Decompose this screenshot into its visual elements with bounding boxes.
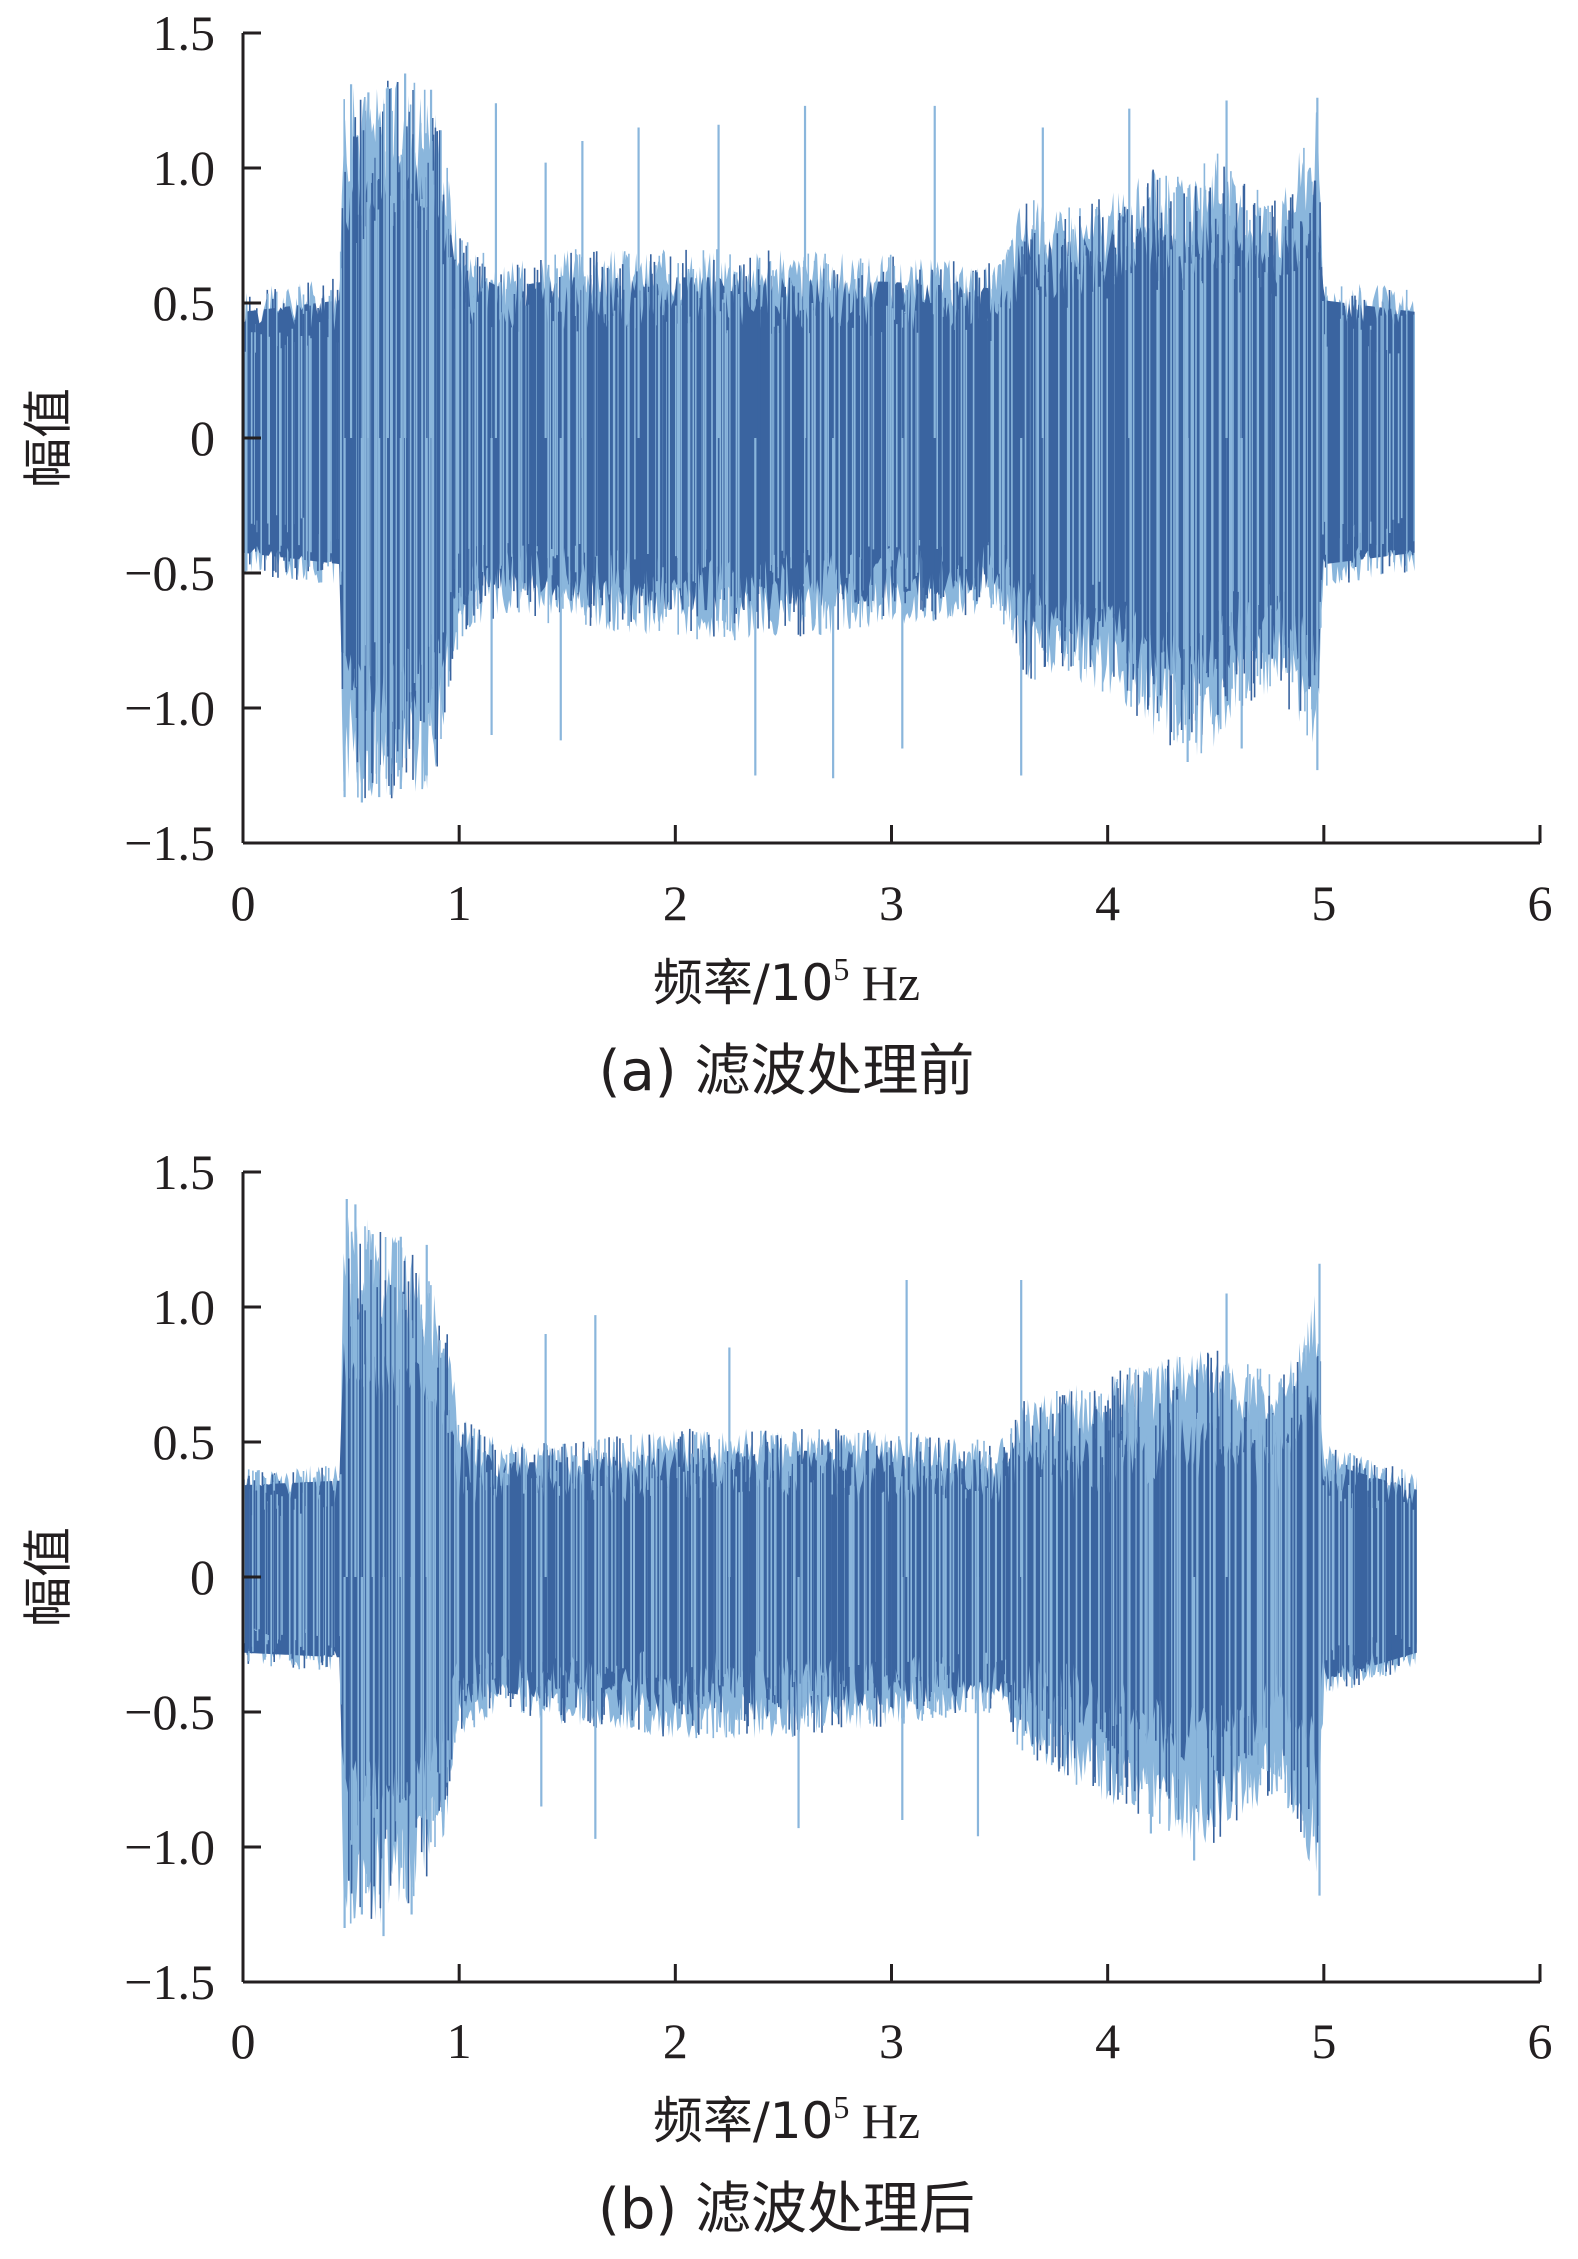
- x-axis-title-exponent: 5: [833, 951, 849, 987]
- y-tick-label: 0.5: [153, 275, 216, 331]
- y-axis-title: 幅值: [20, 388, 78, 488]
- x-tick-label: 0: [231, 2013, 256, 2069]
- x-tick-label: 1: [447, 875, 472, 931]
- x-tick-label: 2: [663, 875, 688, 931]
- x-tick-label: 2: [663, 2013, 688, 2069]
- y-tick-label: −1.0: [124, 1819, 215, 1875]
- y-tick-label: −1.5: [124, 1954, 215, 2010]
- y-tick-label: 0: [190, 410, 215, 466]
- x-axis-title-unit: Hz: [849, 955, 920, 1011]
- signal-series: [243, 1199, 1417, 1937]
- x-tick-label: 4: [1095, 2013, 1120, 2069]
- x-axis-title-unit: Hz: [849, 2093, 920, 2149]
- chart-caption-a: (a) 滤波处理前: [599, 1039, 975, 1104]
- x-axis-title-main: 频率/10: [653, 954, 833, 1012]
- x-axis-title: 频率/105 Hz: [653, 2089, 920, 2150]
- x-tick-label: 0: [231, 875, 256, 931]
- x-tick-label: 5: [1311, 2013, 1336, 2069]
- signal-core: [243, 1337, 1417, 1807]
- y-tick-label: 1.5: [153, 1144, 216, 1200]
- x-axis-ticks: 0 1 2 3 4 5 6: [231, 1964, 1553, 2069]
- x-axis-ticks: 0 1 2 3 4 5 6: [231, 825, 1553, 931]
- y-tick-label: −1.5: [124, 815, 215, 871]
- signal-series: [243, 73, 1415, 803]
- x-axis-title-main: 频率/10: [653, 2092, 833, 2150]
- x-tick-label: 6: [1528, 875, 1553, 931]
- y-tick-label: −0.5: [124, 1684, 215, 1740]
- x-axis-title-exponent: 5: [833, 2089, 849, 2125]
- y-tick-label: 1.0: [153, 1279, 216, 1335]
- y-axis-title: 幅值: [20, 1527, 78, 1627]
- y-tick-label: 0.5: [153, 1414, 216, 1470]
- x-tick-label: 4: [1095, 875, 1120, 931]
- y-axis-ticks: 1.5 1.0 0.5 0 −0.5 −1.0 −1.5: [124, 1144, 261, 2010]
- y-tick-label: −0.5: [124, 545, 215, 601]
- x-axis-title: 频率/105 Hz: [653, 951, 920, 1012]
- x-tick-label: 6: [1528, 2013, 1553, 2069]
- x-tick-label: 3: [879, 2013, 904, 2069]
- y-tick-label: 0: [190, 1549, 215, 1605]
- x-tick-label: 5: [1311, 875, 1336, 931]
- y-tick-label: −1.0: [124, 680, 215, 736]
- y-axis-ticks: 1.5 1.0 0.5 0 −0.5 −1.0 −1.5: [124, 5, 261, 871]
- y-tick-label: 1.0: [153, 140, 216, 196]
- x-tick-label: 3: [879, 875, 904, 931]
- y-tick-label: 1.5: [153, 5, 216, 61]
- x-tick-label: 1: [447, 2013, 472, 2069]
- chart-caption-b: (b) 滤波处理后: [598, 2177, 975, 2242]
